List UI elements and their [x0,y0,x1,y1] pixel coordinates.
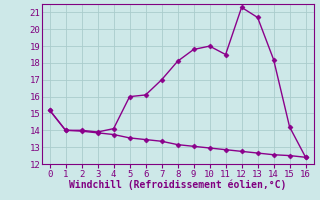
X-axis label: Windchill (Refroidissement éolien,°C): Windchill (Refroidissement éolien,°C) [69,180,286,190]
